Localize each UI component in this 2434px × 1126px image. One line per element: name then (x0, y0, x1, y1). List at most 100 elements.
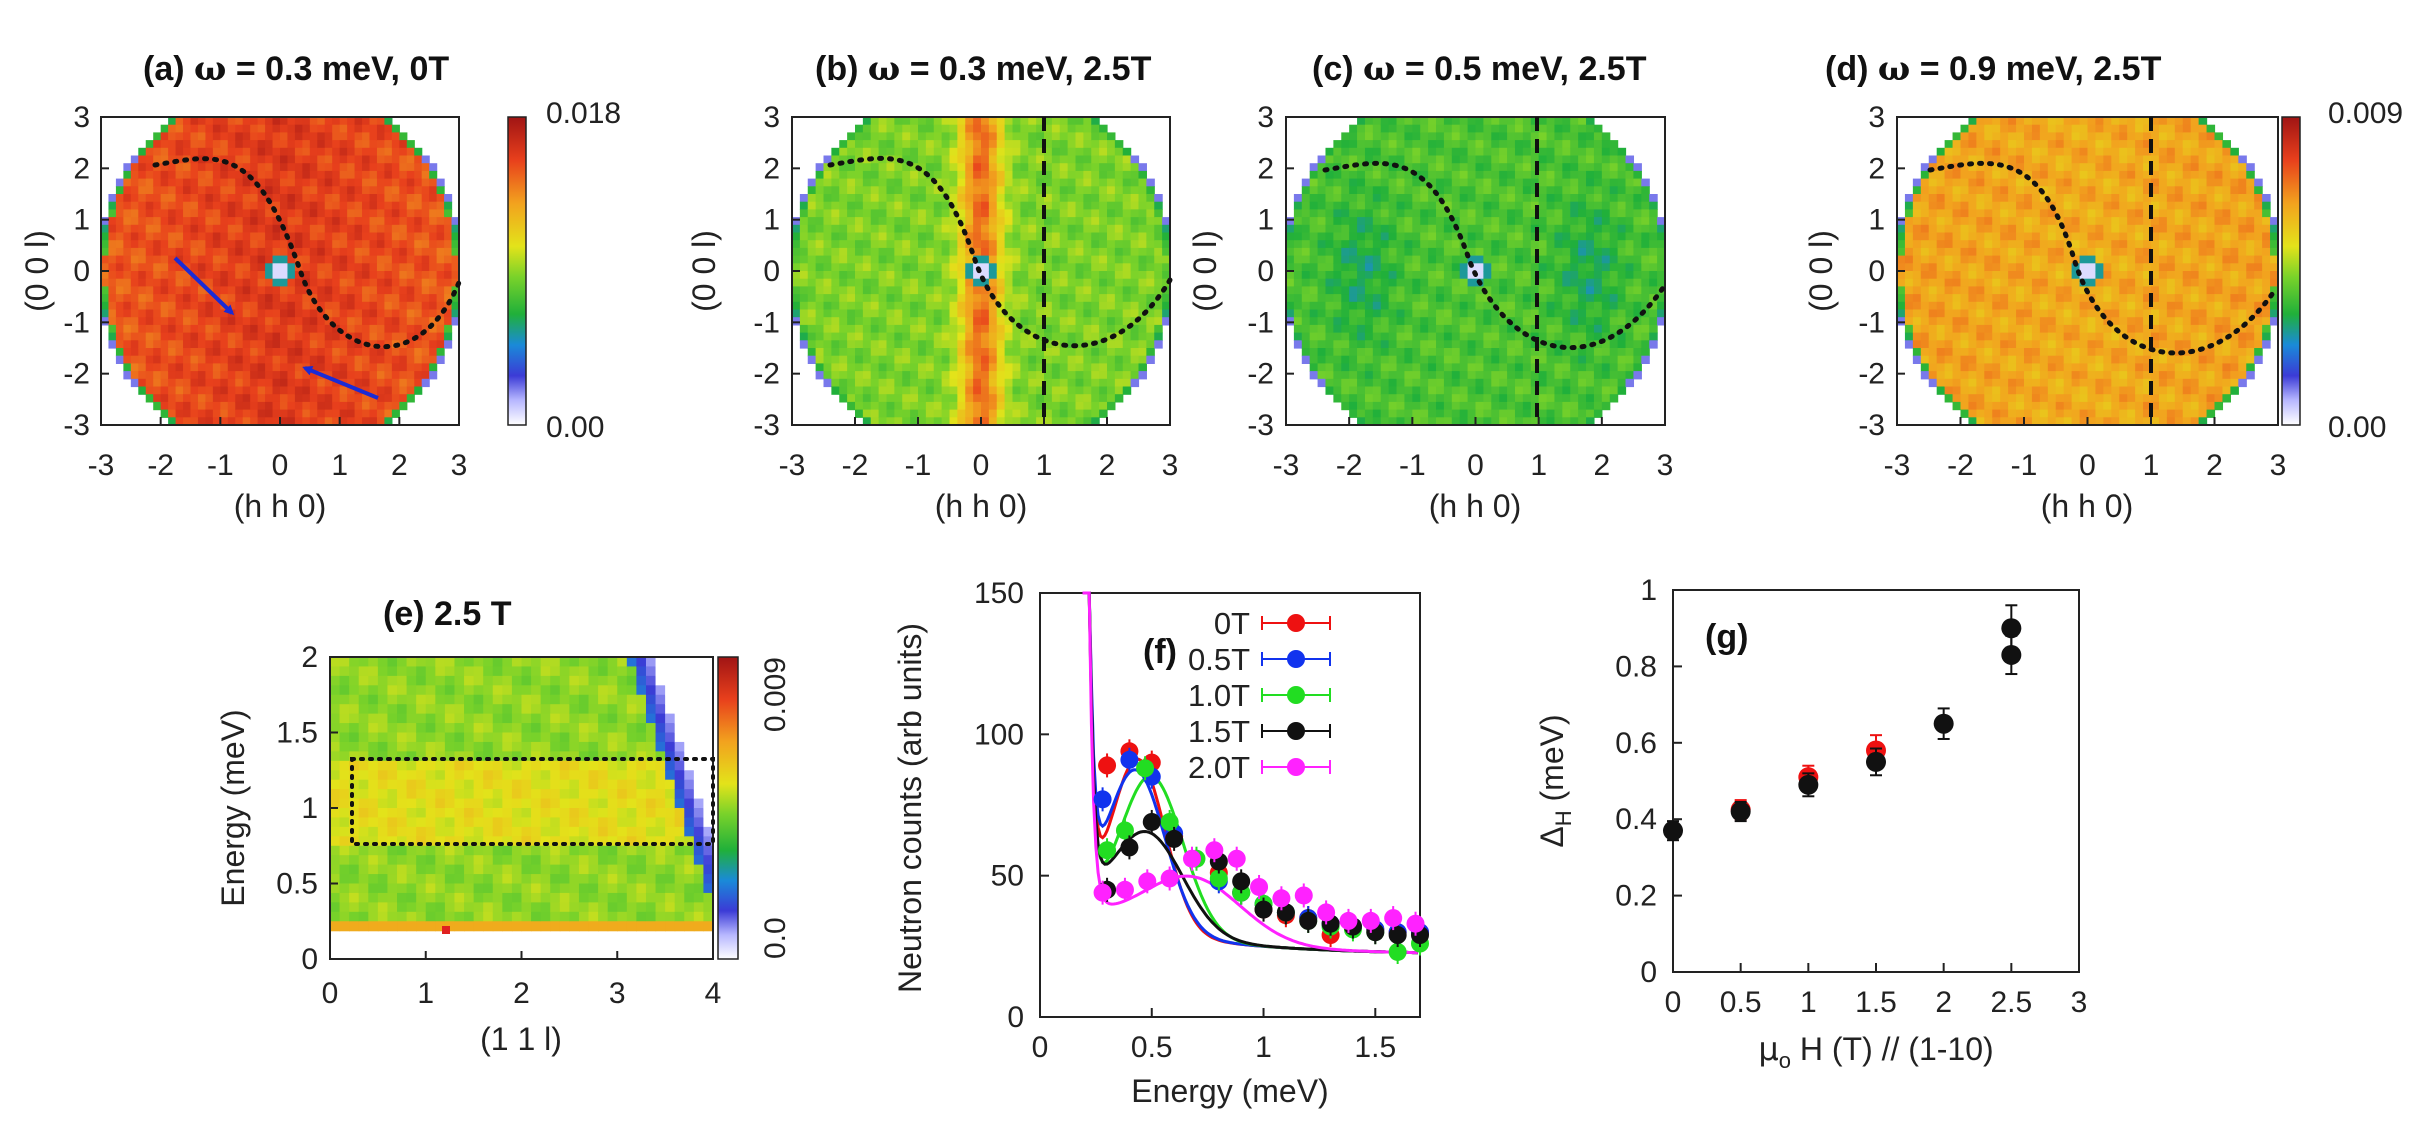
heatmap-cell (1154, 332, 1163, 341)
heatmap-cell (1107, 255, 1116, 264)
heatmap-cell (973, 155, 982, 164)
heatmap-cell (242, 178, 251, 187)
heatmap-cell (1483, 255, 1492, 264)
heatmap-cell (1341, 363, 1350, 372)
heatmap-cell (1107, 355, 1116, 364)
heatmap-cell (918, 317, 927, 326)
heatmap-cell (1420, 401, 1429, 411)
heatmap-cell (339, 294, 348, 303)
heatmap-cell (1380, 163, 1390, 172)
heatmap-cell (1467, 178, 1477, 187)
panel-a-xlabel: (h h 0) (234, 488, 326, 524)
heatmap-cell (965, 340, 974, 349)
heatmap-cell (265, 401, 274, 411)
panel-a-arrow-upper (173, 256, 235, 316)
heatmap-cell (1412, 170, 1421, 180)
heatmap-cell (1122, 332, 1132, 341)
heatmap-cell (369, 401, 378, 411)
heatmap-cell (941, 232, 951, 241)
heatmap-cell (878, 263, 888, 272)
heatmap-cell (1514, 355, 1524, 364)
heatmap-cell (190, 363, 199, 372)
heatmap-cell (1067, 117, 1077, 126)
heatmap-cell (1586, 301, 1595, 311)
heatmap-cell (175, 409, 184, 418)
heatmap-cell (280, 324, 289, 334)
heatmap-cell (1570, 386, 1579, 395)
heatmap-cell (212, 140, 221, 149)
heatmap-cell (339, 417, 348, 426)
heatmap-cell (981, 309, 990, 318)
heatmap-cell (996, 294, 1006, 303)
heatmap-cell (1451, 201, 1461, 210)
heatmap-cell (1067, 409, 1077, 418)
heatmap-cell (996, 324, 1006, 334)
heatmap-cell (870, 209, 880, 218)
heatmap-cell (384, 409, 393, 418)
heatmap-cell (1578, 201, 1587, 210)
heatmap-cell (965, 371, 974, 380)
heatmap-cell (1122, 224, 1132, 234)
heatmap-cell (894, 194, 903, 203)
heatmap-cell (294, 378, 303, 388)
heatmap-cell (309, 201, 318, 210)
heatmap-cell (391, 286, 400, 295)
panel-a-dotted-curve (152, 156, 463, 350)
heatmap-cell (294, 401, 303, 411)
heatmap-cell (1499, 209, 1508, 218)
heatmap-cell (1372, 140, 1382, 149)
heatmap-cell (1420, 247, 1429, 257)
heatmap-cell (317, 240, 326, 249)
heatmap-cell (1036, 147, 1045, 157)
heatmap-cell (839, 348, 848, 357)
heatmap-cell (862, 240, 872, 249)
heatmap-cell (406, 255, 415, 264)
heatmap-cell (973, 332, 982, 341)
heatmap-cell (870, 232, 880, 241)
heatmap-cell (376, 209, 386, 218)
heatmap-cell (309, 401, 318, 411)
heatmap-cell (123, 355, 132, 364)
heatmap-cell (324, 263, 333, 272)
heatmap-cell (862, 386, 872, 395)
heatmap-cell (1114, 163, 1124, 172)
heatmap-cell (925, 124, 935, 133)
heatmap-cell (347, 132, 356, 141)
heatmap-cell (1388, 294, 1398, 303)
heatmap-cell (981, 301, 990, 311)
heatmap-cell (1483, 309, 1492, 318)
heatmap-cell (1138, 332, 1147, 341)
heatmap-cell (145, 278, 154, 287)
heatmap-cell (197, 332, 207, 341)
heatmap-cell (309, 286, 318, 295)
heatmap-cell (949, 217, 958, 226)
heatmap-cell (1091, 309, 1100, 318)
heatmap-cell (1593, 394, 1603, 403)
heatmap-cell (1514, 371, 1524, 380)
heatmap-cell (227, 178, 236, 187)
heatmap-cell (1586, 209, 1595, 218)
heatmap-cell (347, 247, 356, 257)
heatmap-cell (130, 301, 139, 311)
heatmap-cell (894, 409, 903, 418)
heatmap-cell (1051, 263, 1061, 272)
heatmap-cell (839, 201, 848, 210)
heatmap-cell (272, 355, 281, 364)
heatmap-cell (1514, 194, 1524, 203)
heatmap-cell (153, 170, 162, 180)
heatmap-cell (1507, 278, 1516, 287)
heatmap-cell (988, 170, 998, 180)
heatmap-cell (1578, 170, 1587, 180)
heatmap-cell (1317, 371, 1327, 380)
heatmap-cell (1586, 201, 1595, 210)
heatmap-cell (1451, 386, 1461, 395)
heatmap-cell (1059, 132, 1069, 141)
heatmap-cell (339, 309, 348, 318)
heatmap-cell (414, 386, 423, 395)
heatmap-cell (406, 363, 415, 372)
heatmap-cell (294, 324, 303, 334)
heatmap-cell (1554, 224, 1563, 234)
heatmap-cell (981, 240, 990, 249)
heatmap-cell (1317, 324, 1327, 334)
heatmap-cell (250, 178, 259, 187)
